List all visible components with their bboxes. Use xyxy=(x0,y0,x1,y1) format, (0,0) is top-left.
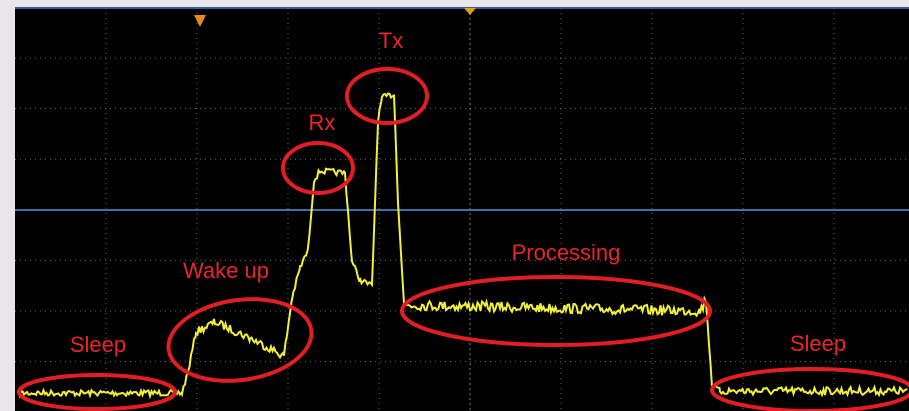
annotation-label: Rx xyxy=(309,110,336,135)
annotation-label: Sleep xyxy=(70,332,126,357)
annotation-label: Wake up xyxy=(183,258,269,283)
annotation-label: Sleep xyxy=(790,331,846,356)
annotation-label: Processing xyxy=(512,240,621,265)
annotation-label: Tx xyxy=(379,28,403,53)
oscilloscope-screenshot: Sleep Wake up Rx Tx Processing Sleep xyxy=(0,0,909,411)
